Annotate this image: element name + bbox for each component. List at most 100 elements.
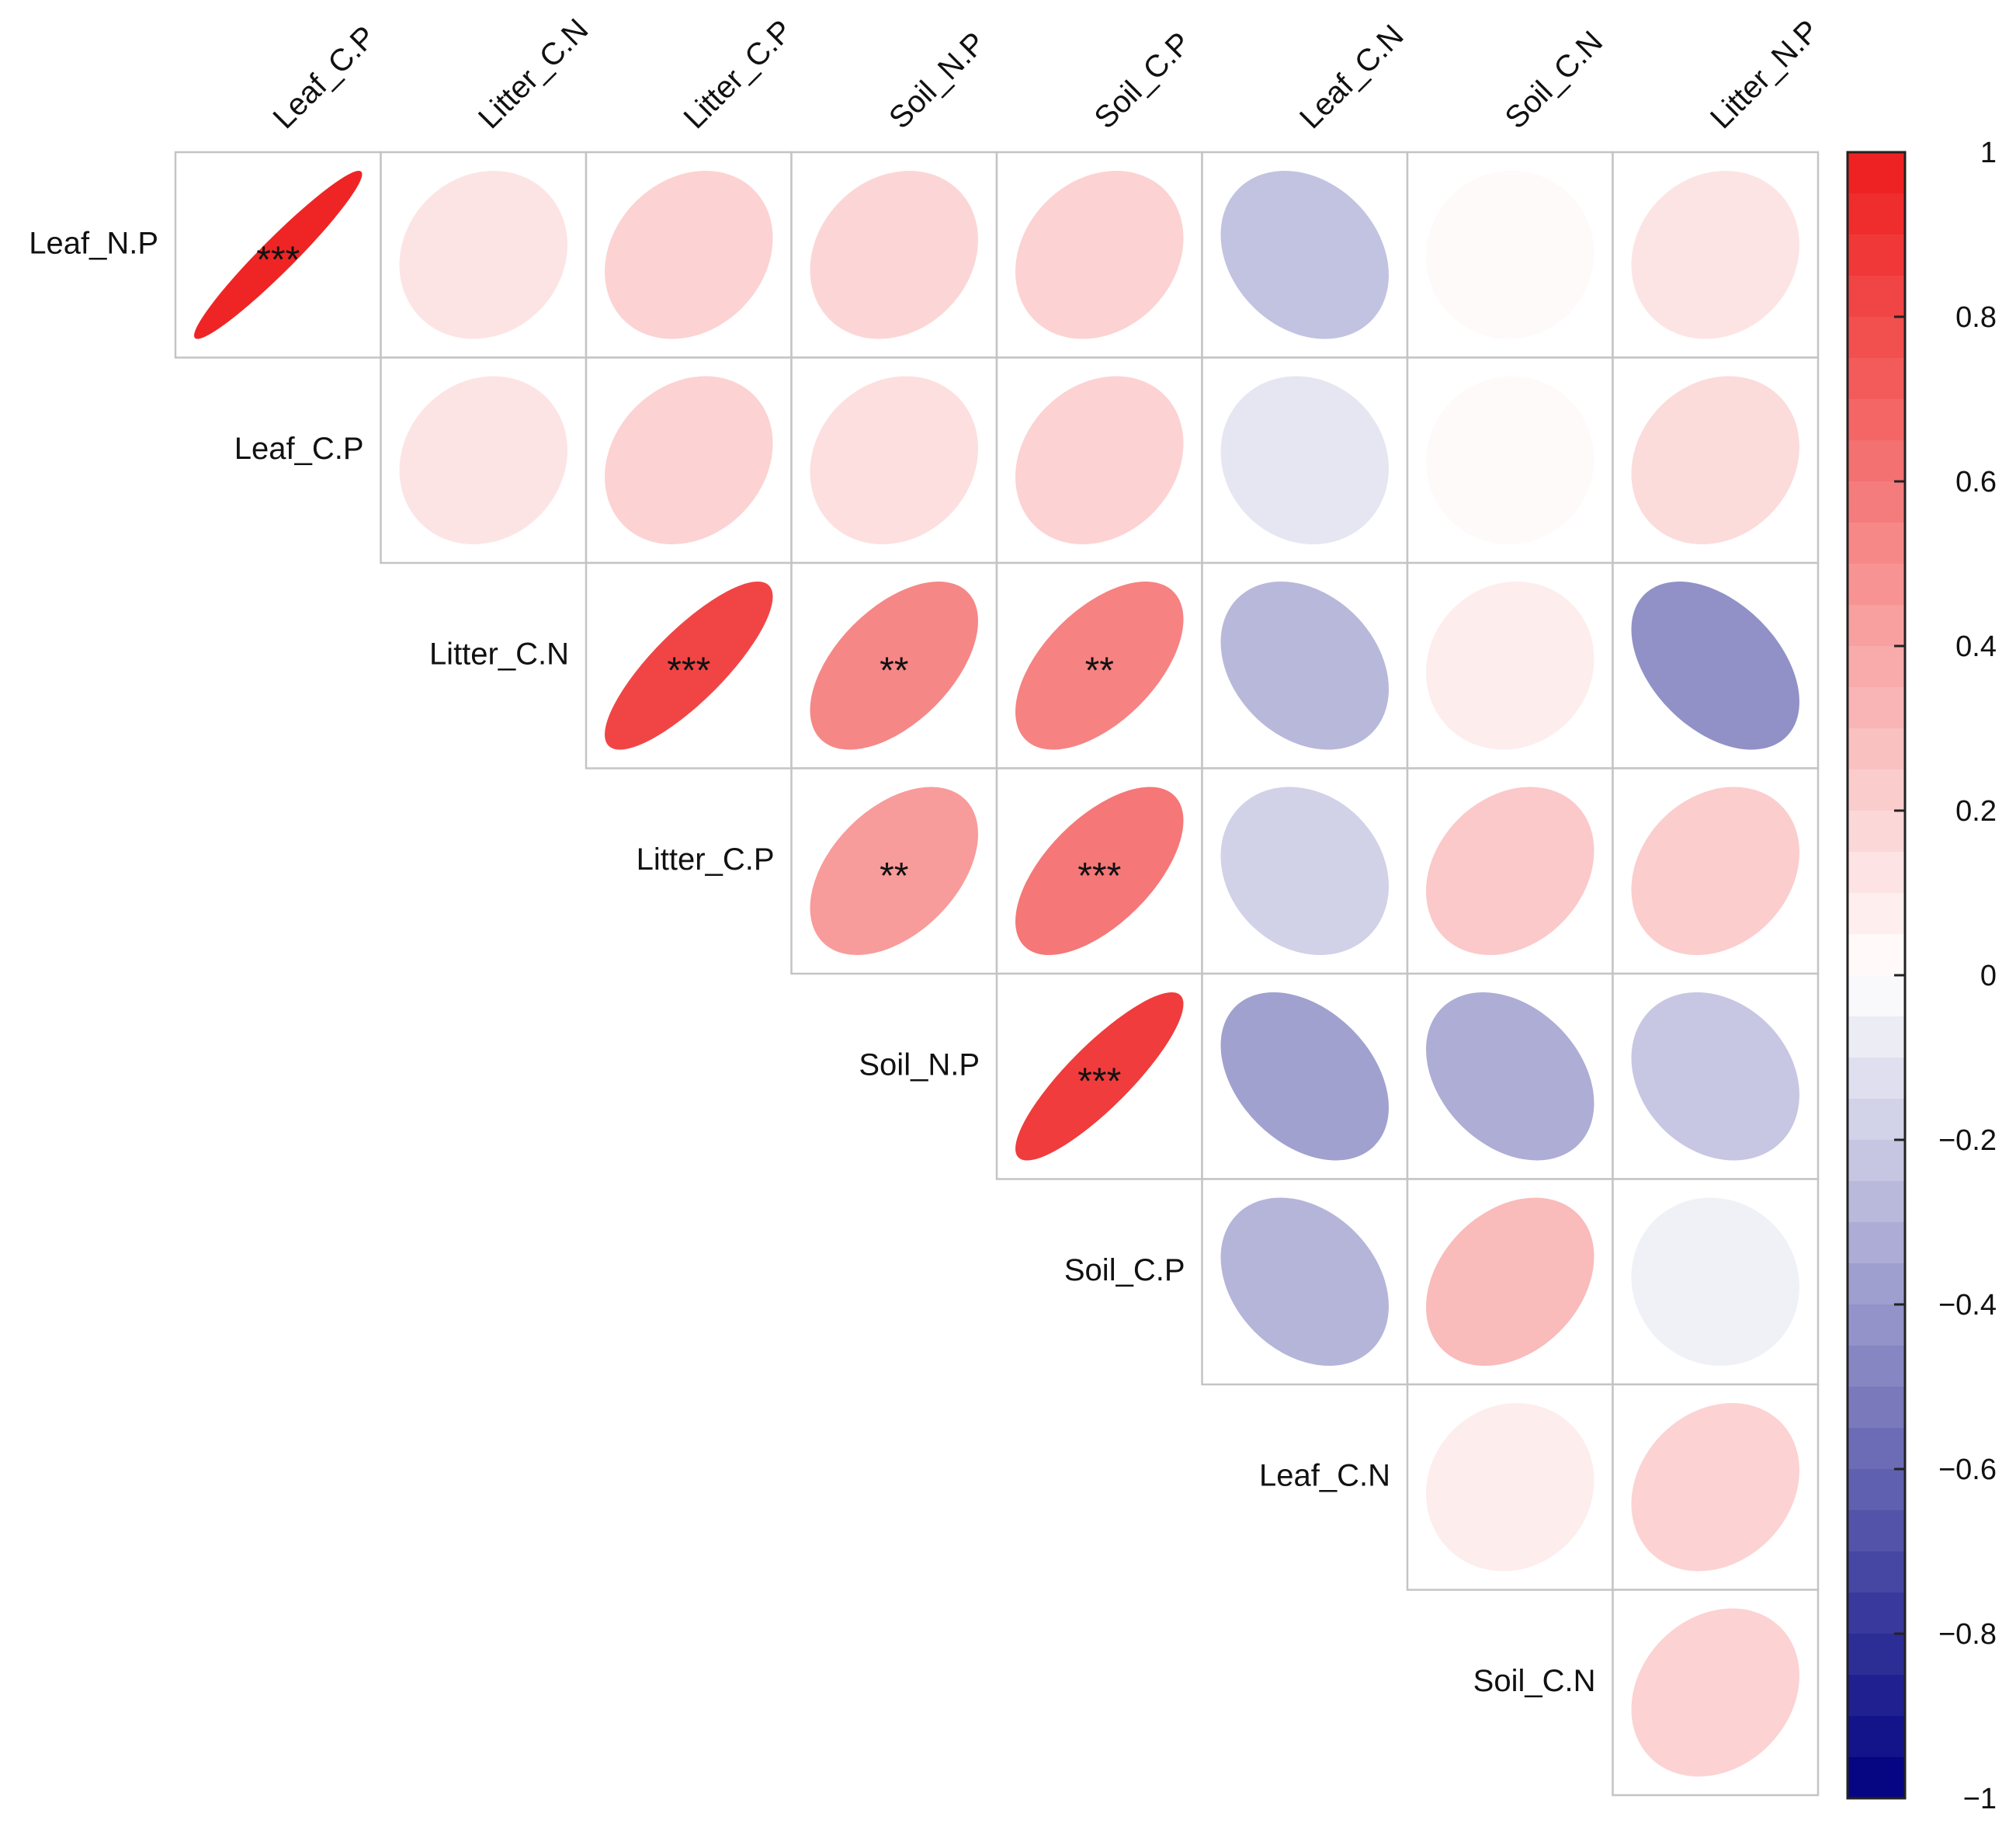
ellipse-soil-c-p-litter-n-p [1631,1197,1799,1366]
ellipse-leaf-n-p-leaf-c-n [1220,171,1389,339]
row-label-leaf-n-p: Leaf_N.P [29,226,158,260]
colorbar-segment [1848,440,1905,482]
colorbar-tick-label: 0.6 [1955,466,1997,498]
colorbar-tick-label: 0.2 [1955,795,1997,828]
ellipse-leaf-c-n-soil-c-n [1426,1403,1594,1572]
colorbar-segment [1848,317,1905,359]
colorbar-segment [1848,728,1905,770]
ellipse-leaf-n-p-leaf-c-p [194,171,363,339]
ellipse-soil-n-p-leaf-c-n [1220,992,1389,1161]
colorbar-segment [1848,1263,1905,1305]
significance-litter-c-p-soil-n-p: ** [880,856,908,897]
ellipse-leaf-c-p-soil-c-p [1015,376,1184,544]
row-label-soil-c-n: Soil_C.N [1473,1664,1596,1698]
row-label-soil-c-p: Soil_C.P [1064,1253,1185,1287]
colorbar-segment [1848,1469,1905,1511]
colorbar-tick-label: −1 [1963,1783,1997,1815]
colorbar-segment [1848,811,1905,853]
colorbar: 1 0.8 0.6 0.4 0.2 0 −0.2 −0.4 −0.6 −0.8 −1 [1846,137,1997,1815]
significance-leaf-n-p-leaf-c-p: *** [256,239,300,280]
ellipse-leaf-n-p-litter-n-p [1631,171,1799,339]
ellipse-litter-c-p-soil-c-p [1015,787,1184,955]
column-label-soil-c-n: Soil_C.N [1499,25,1610,136]
row-label-litter-c-n: Litter_C.N [429,637,569,671]
ellipse-litter-c-n-soil-n-p [810,582,978,750]
colorbar-segment [1848,193,1905,235]
column-label-leaf-c-n: Leaf_C.N [1293,19,1411,136]
colorbar-segment [1848,1099,1905,1141]
ellipse-leaf-c-p-soil-n-p [810,376,978,544]
colorbar-segment [1848,1716,1905,1758]
colorbar-segment [1848,646,1905,688]
cells-layer: ****** ** **** ****** [174,151,1820,1797]
significance-soil-n-p-soil-c-p: *** [1077,1061,1121,1102]
colorbar-segment [1848,1551,1905,1593]
ellipse-leaf-c-n-litter-n-p [1631,1403,1799,1572]
ellipse-leaf-n-p-soil-n-p [810,171,978,339]
colorbar-tick-label: 0.4 [1955,630,1997,663]
colorbar-segment [1848,358,1905,400]
colorbar-segment [1848,1222,1905,1264]
colorbar-segment [1848,1181,1905,1223]
ellipse-soil-n-p-soil-c-p [1015,992,1184,1161]
colorbar-segment [1848,1428,1905,1470]
colorbar-tick-label: −0.8 [1938,1618,1997,1651]
colorbar-segment [1848,893,1905,935]
ellipse-litter-c-n-soil-c-p [1015,582,1184,750]
ellipse-soil-n-p-litter-n-p [1631,992,1799,1161]
colorbar-segment [1848,687,1905,729]
colorbar-segment [1848,1757,1905,1799]
colorbar-segment [1848,975,1905,1017]
colorbar-segment [1848,1058,1905,1099]
colorbar-segment [1848,152,1905,194]
colorbar-tick-label: −0.4 [1938,1289,1997,1322]
colorbar-segment [1848,276,1905,318]
colorbar-segment [1848,1593,1905,1634]
ellipse-leaf-c-p-leaf-c-n [1220,376,1389,544]
row-label-soil-n-p: Soil_N.P [859,1047,980,1082]
ellipse-leaf-n-p-litter-c-n [399,171,567,339]
colorbar-segment [1848,769,1905,811]
column-label-litter-c-n: Litter_C.N [472,12,595,135]
colorbar-segment [1848,1346,1905,1388]
colorbar-segment [1848,605,1905,647]
significance-litter-c-n-litter-c-p: *** [667,650,710,691]
colorbar-segment [1848,523,1905,564]
ellipse-litter-c-p-leaf-c-n [1220,787,1389,955]
ellipse-soil-c-p-leaf-c-n [1220,1197,1389,1366]
row-label-leaf-c-n: Leaf_C.N [1259,1458,1390,1492]
ellipse-litter-c-n-litter-n-p [1631,582,1799,750]
colorbar-segment [1848,399,1905,441]
ellipse-leaf-n-p-soil-c-n [1426,171,1594,339]
column-label-soil-n-p: Soil_N.P [883,26,992,135]
colorbar-tick-label: −0.6 [1938,1454,1997,1486]
colorbar-segment [1848,1510,1905,1552]
column-label-leaf-c-p: Leaf_C.P [267,19,383,135]
colorbar-segment [1848,1140,1905,1182]
ellipse-litter-c-p-soil-n-p [810,787,978,955]
colorbar-tick-label: 1 [1980,137,1997,169]
colorbar-segment [1848,234,1905,276]
colorbar-segment [1848,934,1905,976]
colorbar-tick-label: −0.2 [1938,1124,1997,1157]
colorbar-segment [1848,1016,1905,1058]
ellipse-soil-c-n-litter-n-p [1631,1608,1799,1777]
colorbar-tick-label: 0.8 [1955,301,1997,334]
colorbar-segment [1848,1387,1905,1429]
row-label-litter-c-p: Litter_C.P [637,842,775,877]
ellipse-leaf-n-p-litter-c-p [605,171,773,339]
colorbar-segment [1848,1675,1905,1717]
colorbar-tick-label: 0 [1980,960,1997,992]
ellipse-leaf-c-p-litter-n-p [1631,376,1799,544]
row-label-leaf-c-p: Leaf_C.P [234,432,364,466]
ellipse-leaf-c-p-litter-c-p [605,376,773,544]
ellipse-litter-c-p-litter-n-p [1631,787,1799,955]
significance-litter-c-p-soil-c-p: *** [1077,856,1121,897]
ellipse-leaf-c-p-litter-c-n [399,376,567,544]
column-label-litter-c-p: Litter_C.P [678,13,800,135]
ellipse-litter-c-n-litter-c-p [605,582,773,750]
column-label-litter-n-p: Litter_N.P [1704,13,1826,135]
colorbar-segment [1848,1634,1905,1676]
